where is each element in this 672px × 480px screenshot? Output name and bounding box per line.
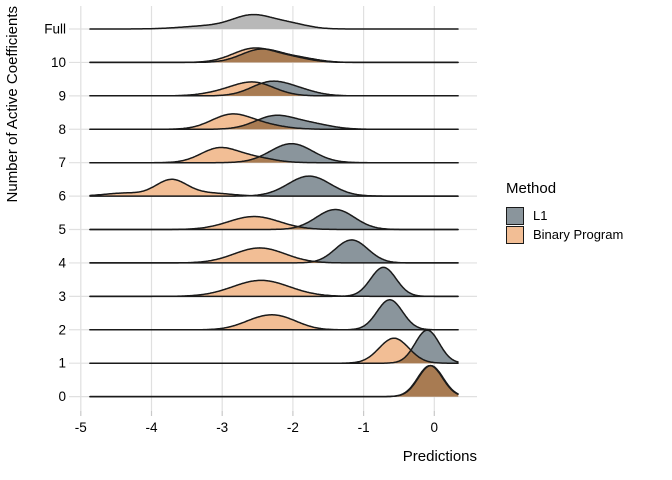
ridge-outline-bp-row-1 — [89, 337, 459, 364]
ridge-fill-bp-row-3 — [90, 280, 459, 297]
legend-item-l1: L1 — [506, 206, 623, 225]
ridge-fill-l1-row-6 — [90, 176, 459, 197]
ridge-fill-bp-row-2 — [90, 314, 459, 330]
binary-program-color-swatch-icon — [506, 225, 524, 244]
ridge-outline-bp-row-7 — [89, 146, 459, 164]
legend: Method L1 Binary Program — [506, 180, 623, 244]
y-tick-label: 6 — [58, 189, 66, 204]
ridge-overlap-row-1 — [90, 350, 459, 364]
ridge-fill-l1-row-4 — [90, 239, 459, 263]
ridge-fill-l1-row-3 — [90, 267, 459, 297]
ridge-fill-l1-row-7 — [90, 143, 459, 163]
y-tick-label: 4 — [58, 255, 66, 270]
y-tick-label: 10 — [51, 55, 66, 70]
ridge-fill-bp-row-6 — [90, 179, 459, 197]
y-tick-label: 8 — [58, 122, 66, 137]
y-tick-label: Full — [44, 22, 66, 37]
legend-label-l1: L1 — [533, 208, 548, 223]
x-tick-label: -1 — [358, 420, 370, 435]
ridge-fill-bp-row-4 — [90, 247, 459, 263]
y-tick-label: 5 — [58, 222, 66, 237]
ridge-fill-l1-row-0 — [90, 365, 459, 397]
y-tick-label: 1 — [58, 356, 66, 371]
x-tick-label: -4 — [145, 420, 157, 435]
y-tick-label: 0 — [58, 389, 66, 404]
ridge-overlap-row-10 — [90, 49, 459, 63]
y-tick-label: 3 — [58, 289, 66, 304]
ridge-outline-bp-row-8 — [89, 113, 459, 131]
legend-title: Method — [506, 180, 557, 197]
x-axis-title: Predictions — [402, 448, 477, 465]
l1-color-swatch-icon — [506, 206, 524, 225]
x-tick-label: -2 — [287, 420, 299, 435]
ridge-fill-full-row-Full — [90, 14, 459, 29]
ridge-outline-bp-row-3 — [89, 279, 459, 298]
ridge-outline-bp-row-9 — [89, 81, 459, 97]
y-tick-label: 7 — [58, 155, 66, 170]
x-tick-label: 0 — [431, 420, 439, 435]
ridge-fill-bp-row-0 — [90, 365, 459, 397]
y-tick-label: 2 — [58, 322, 66, 337]
ridge-overlap-row-0 — [90, 365, 459, 397]
y-tick-label: 9 — [58, 88, 66, 103]
ridge-outline-bp-row-4 — [89, 247, 459, 264]
x-tick-label: -5 — [75, 420, 87, 435]
ridge-outline-bp-row-2 — [89, 314, 459, 331]
legend-item-binary-program: Binary Program — [506, 225, 623, 244]
ridge-overlap-row-9 — [90, 83, 459, 96]
ridge-fill-bp-row-5 — [90, 216, 459, 230]
ridge-fill-l1-row-8 — [90, 115, 459, 130]
ridge-fill-l1-row-2 — [90, 299, 459, 330]
ridge-outline-bp-row-10 — [89, 47, 459, 64]
x-tick-label: -3 — [216, 420, 228, 435]
ridge-outline-l1-row-0 — [89, 364, 459, 398]
ridge-outline-full-row-Full — [89, 13, 459, 30]
legend-label-binary-program: Binary Program — [533, 227, 624, 242]
ridge-outline-bp-row-0 — [89, 364, 459, 398]
ridge-outline-bp-row-5 — [89, 215, 459, 231]
y-axis-title: Number of Active Coefficients — [4, 6, 21, 203]
ridge-outline-bp-row-6 — [89, 178, 459, 197]
